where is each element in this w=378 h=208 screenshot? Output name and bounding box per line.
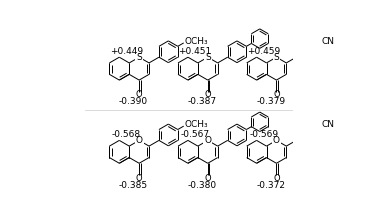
- Text: O: O: [273, 136, 280, 145]
- Text: O: O: [204, 90, 211, 99]
- Text: +0.451: +0.451: [178, 47, 212, 56]
- Text: -0.387: -0.387: [187, 97, 217, 106]
- Text: CN: CN: [322, 37, 335, 46]
- Text: -0.390: -0.390: [119, 97, 148, 106]
- Text: -0.569: -0.569: [249, 130, 278, 139]
- Text: CN: CN: [322, 120, 335, 129]
- Text: -0.568: -0.568: [112, 130, 141, 139]
- Text: -0.567: -0.567: [181, 130, 210, 139]
- Text: OCH₃: OCH₃: [185, 120, 209, 129]
- Text: +0.449: +0.449: [110, 47, 143, 56]
- Text: O: O: [204, 136, 211, 145]
- Text: +0.459: +0.459: [247, 47, 280, 56]
- Text: O: O: [273, 174, 280, 183]
- Text: OCH₃: OCH₃: [185, 37, 209, 46]
- Text: -0.379: -0.379: [256, 97, 285, 106]
- Text: O: O: [136, 136, 143, 145]
- Text: O: O: [136, 90, 143, 99]
- Text: -0.372: -0.372: [256, 181, 285, 189]
- Text: O: O: [204, 174, 211, 183]
- Text: O: O: [136, 174, 143, 183]
- Text: -0.385: -0.385: [119, 181, 148, 189]
- Text: S: S: [136, 53, 142, 62]
- Text: S: S: [274, 53, 279, 62]
- Text: O: O: [273, 90, 280, 99]
- Text: -0.380: -0.380: [187, 181, 217, 189]
- Text: S: S: [205, 53, 211, 62]
